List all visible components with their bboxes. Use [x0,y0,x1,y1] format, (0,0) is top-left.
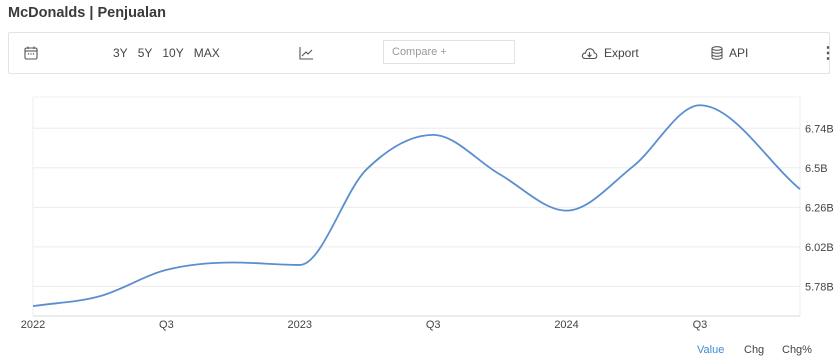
calendar-icon[interactable] [24,33,38,73]
range-selector: 3Y 5Y 10Y MAX [113,33,220,73]
range-5y[interactable]: 5Y [137,46,153,60]
y-tick-label: 6.5B [805,163,828,175]
range-3y[interactable]: 3Y [113,46,128,60]
x-tick-label: Q3 [159,319,174,331]
x-tick-label: 2022 [21,319,45,331]
y-tick-label: 6.26B [805,202,834,214]
y-tick-label: 6.02B [805,242,834,254]
y-tick-label: 5.78B [805,281,834,293]
api-label: API [729,46,749,60]
x-tick-label: 2023 [288,319,312,331]
page-title: McDonalds | Penjualan [8,5,166,21]
more-options-icon[interactable]: ⋮ [820,45,834,62]
compare-input[interactable]: Compare + [383,40,515,64]
footer-chg-tab[interactable]: Chg [744,344,765,356]
footer-chgpct-tab[interactable]: Chg% [782,344,812,356]
x-tick-label: Q3 [693,319,708,331]
database-icon [711,46,723,60]
footer-value-tab[interactable]: Value [697,344,725,356]
api-button[interactable]: API [711,33,748,73]
x-tick-label: Q3 [426,319,441,331]
x-tick-label: 2024 [554,319,578,331]
export-button[interactable]: Export [581,33,639,73]
range-max[interactable]: MAX [193,46,220,60]
sales-series-line [32,104,801,308]
y-tick-label: 6.74B [805,123,834,135]
line-chart-icon[interactable] [299,33,314,73]
range-10y[interactable]: 10Y [162,46,184,60]
cloud-download-icon [581,47,598,59]
chart-toolbar: 3Y 5Y 10Y MAX Compare + Export API ⋮ [8,32,834,74]
export-label: Export [604,46,639,60]
